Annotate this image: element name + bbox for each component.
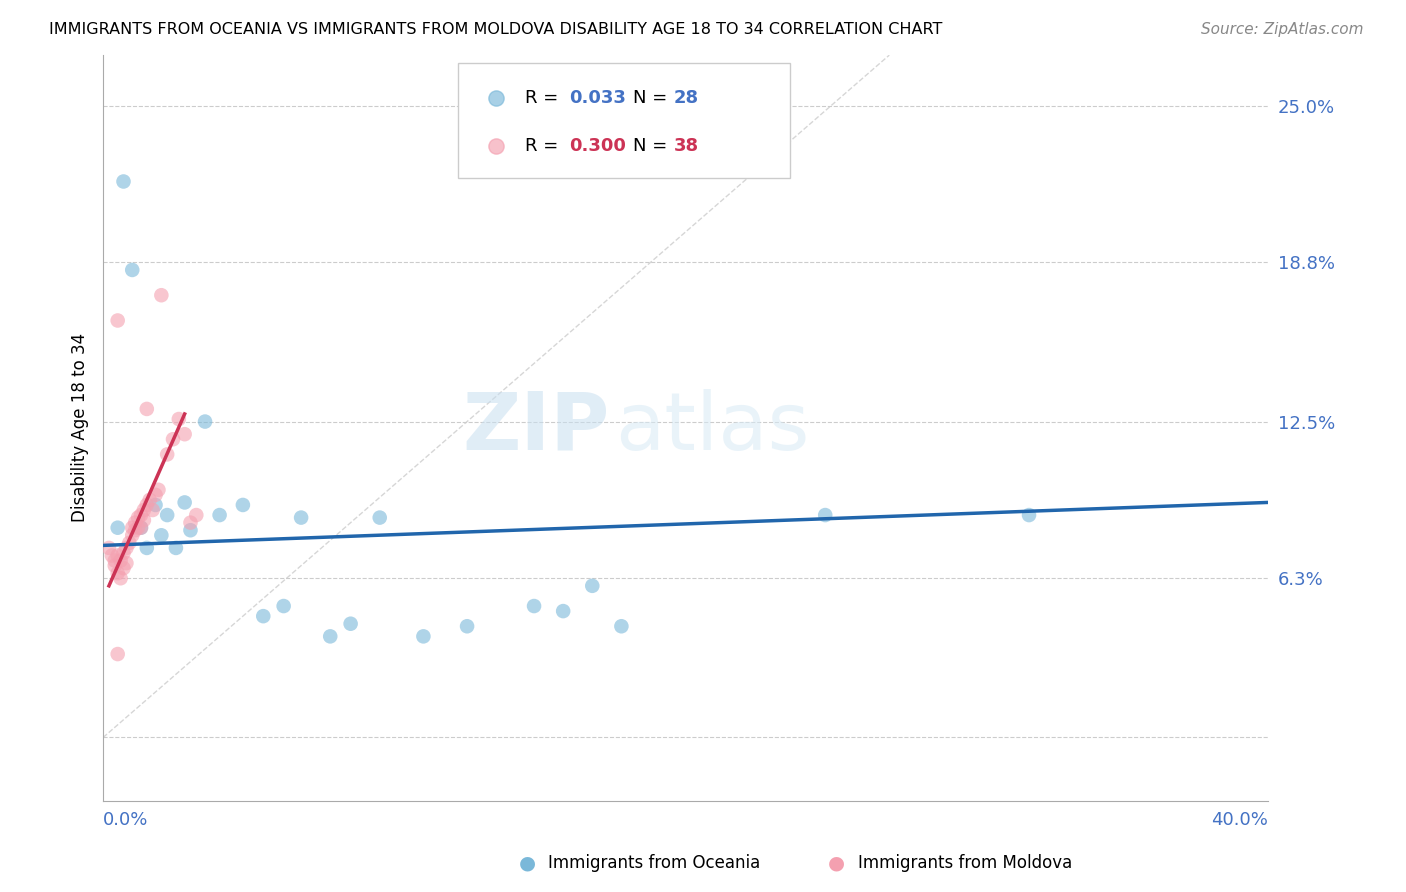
Text: Immigrants from Oceania: Immigrants from Oceania	[548, 855, 761, 872]
Point	[110, 571, 132, 585]
Point	[148, 483, 170, 497]
Point	[135, 498, 157, 512]
Point	[167, 412, 190, 426]
Point	[150, 528, 173, 542]
Point	[368, 510, 391, 524]
Point	[290, 510, 312, 524]
Point	[186, 508, 208, 522]
Point	[814, 508, 837, 522]
Point	[110, 553, 132, 567]
Point	[107, 313, 129, 327]
Point	[194, 415, 217, 429]
Point	[104, 553, 127, 567]
Point	[115, 541, 138, 555]
Point	[135, 401, 157, 416]
Point	[156, 447, 179, 461]
Point	[523, 599, 546, 613]
Point	[412, 629, 434, 643]
Text: R =: R =	[524, 89, 564, 107]
Text: 0.300: 0.300	[569, 136, 626, 154]
Point	[610, 619, 633, 633]
Text: N =: N =	[633, 89, 673, 107]
Point	[124, 523, 146, 537]
Point	[112, 561, 135, 575]
Point	[252, 609, 274, 624]
Point	[107, 521, 129, 535]
Point	[112, 546, 135, 560]
Point	[132, 513, 155, 527]
Point	[118, 536, 141, 550]
Point	[208, 508, 231, 522]
Text: ZIP: ZIP	[463, 389, 610, 467]
Text: N =: N =	[633, 136, 673, 154]
Point	[1018, 508, 1040, 522]
Point	[127, 510, 149, 524]
Point	[273, 599, 295, 613]
Point	[145, 498, 167, 512]
Point	[179, 523, 201, 537]
Point	[127, 521, 149, 535]
Text: ●: ●	[828, 854, 845, 873]
Point	[173, 427, 195, 442]
Point	[319, 629, 342, 643]
Point	[97, 541, 120, 555]
Point	[156, 508, 179, 522]
Point	[121, 521, 143, 535]
Text: IMMIGRANTS FROM OCEANIA VS IMMIGRANTS FROM MOLDOVA DISABILITY AGE 18 TO 34 CORRE: IMMIGRANTS FROM OCEANIA VS IMMIGRANTS FR…	[49, 22, 942, 37]
Text: 38: 38	[673, 136, 699, 154]
Text: R =: R =	[524, 136, 564, 154]
Text: 0.0%: 0.0%	[103, 811, 149, 829]
Point	[121, 528, 143, 542]
Point	[135, 541, 157, 555]
Text: ●: ●	[519, 854, 536, 873]
Text: atlas: atlas	[616, 389, 810, 467]
Point	[132, 503, 155, 517]
Text: 28: 28	[673, 89, 699, 107]
Point	[121, 263, 143, 277]
Text: Immigrants from Moldova: Immigrants from Moldova	[858, 855, 1071, 872]
Point	[104, 558, 127, 573]
Text: Source: ZipAtlas.com: Source: ZipAtlas.com	[1201, 22, 1364, 37]
Text: 0.033: 0.033	[569, 89, 626, 107]
Point	[173, 495, 195, 509]
Point	[129, 521, 152, 535]
Point	[107, 549, 129, 563]
Point	[456, 619, 478, 633]
Point	[232, 498, 254, 512]
Point	[165, 541, 187, 555]
Point	[129, 508, 152, 522]
Point	[142, 503, 165, 517]
Point	[101, 549, 124, 563]
Point	[162, 432, 184, 446]
Point	[129, 521, 152, 535]
FancyBboxPatch shape	[458, 62, 790, 178]
Text: 40.0%: 40.0%	[1211, 811, 1268, 829]
Point	[553, 604, 575, 618]
Point	[339, 616, 361, 631]
Y-axis label: Disability Age 18 to 34: Disability Age 18 to 34	[72, 334, 89, 523]
Point	[145, 488, 167, 502]
Point	[107, 647, 129, 661]
Point	[107, 566, 129, 581]
Point	[138, 492, 160, 507]
Point	[112, 174, 135, 188]
Point	[150, 288, 173, 302]
Point	[179, 516, 201, 530]
Point	[115, 556, 138, 570]
Point	[124, 516, 146, 530]
Point	[581, 579, 603, 593]
